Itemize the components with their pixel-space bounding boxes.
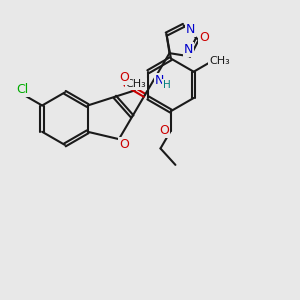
Text: CH₃: CH₃ xyxy=(126,79,147,89)
Text: O: O xyxy=(119,138,129,151)
Text: N: N xyxy=(155,74,164,87)
Text: O: O xyxy=(119,71,129,84)
Text: N: N xyxy=(185,23,195,36)
Text: Cl: Cl xyxy=(16,83,29,96)
Text: H: H xyxy=(163,80,170,90)
Text: CH₃: CH₃ xyxy=(209,56,230,65)
Text: O: O xyxy=(199,31,209,44)
Text: O: O xyxy=(159,124,169,137)
Text: N: N xyxy=(184,43,193,56)
